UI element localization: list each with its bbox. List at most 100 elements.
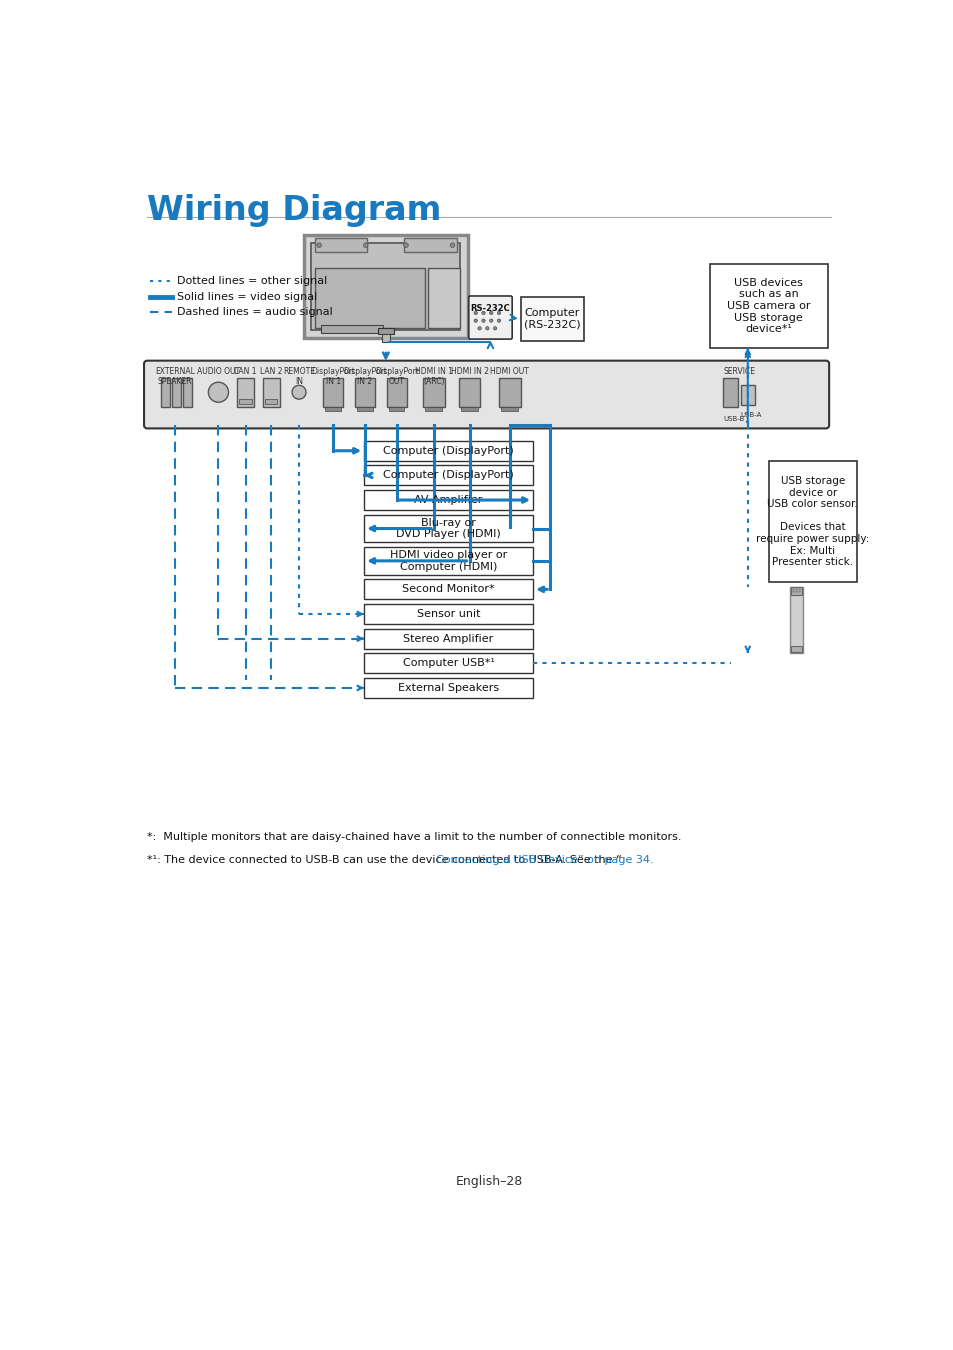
Circle shape (485, 327, 489, 329)
Bar (262, 378, 279, 406)
Circle shape (481, 319, 485, 323)
Text: HDMI OUT: HDMI OUT (490, 367, 529, 375)
Bar (460, 406, 477, 410)
FancyBboxPatch shape (364, 466, 533, 486)
Bar (183, 378, 192, 406)
FancyBboxPatch shape (768, 460, 856, 582)
Text: Computer
(RS-232C): Computer (RS-232C) (523, 308, 580, 329)
Circle shape (489, 312, 493, 315)
Bar (386, 378, 406, 406)
Text: LAN 2: LAN 2 (259, 367, 282, 375)
Bar (320, 325, 382, 333)
Text: USB-B: USB-B (722, 416, 743, 423)
FancyBboxPatch shape (468, 296, 512, 339)
Text: SERVICE: SERVICE (722, 367, 755, 375)
Bar (161, 378, 171, 406)
Bar (325, 406, 340, 410)
Bar (740, 385, 754, 405)
Text: EXTERNAL
SPEAKER: EXTERNAL SPEAKER (155, 367, 194, 386)
Bar (389, 406, 404, 410)
Text: External Speakers: External Speakers (397, 683, 498, 693)
FancyBboxPatch shape (364, 603, 533, 624)
Text: DisplayPort
OUT: DisplayPort OUT (375, 367, 418, 386)
Text: USB devices
such as an
USB camera or
USB storage
device*¹: USB devices such as an USB camera or USB… (726, 278, 810, 335)
Bar (236, 378, 253, 406)
FancyBboxPatch shape (364, 629, 533, 648)
Bar (377, 328, 394, 335)
Bar (500, 406, 517, 410)
Circle shape (798, 589, 800, 590)
Text: REMOTE
IN: REMOTE IN (283, 367, 314, 386)
Text: AUDIO OUT: AUDIO OUT (196, 367, 240, 375)
Circle shape (489, 319, 493, 323)
Circle shape (403, 243, 408, 247)
FancyBboxPatch shape (303, 235, 468, 338)
FancyBboxPatch shape (364, 440, 533, 460)
Bar (314, 238, 367, 252)
Bar (427, 269, 459, 328)
Circle shape (450, 243, 455, 247)
Circle shape (497, 312, 500, 315)
Circle shape (316, 243, 321, 247)
Bar (311, 243, 459, 329)
FancyBboxPatch shape (364, 579, 533, 599)
Circle shape (292, 385, 306, 400)
FancyBboxPatch shape (364, 678, 533, 698)
FancyBboxPatch shape (364, 514, 533, 543)
Circle shape (795, 589, 797, 590)
Circle shape (792, 589, 794, 590)
FancyBboxPatch shape (709, 265, 827, 347)
Text: Blu-ray or
DVD Player (HDMI): Blu-ray or DVD Player (HDMI) (395, 517, 500, 539)
Text: LAN 1: LAN 1 (234, 367, 256, 375)
Text: HDMI IN 1
(ARC): HDMI IN 1 (ARC) (415, 367, 453, 386)
Bar (425, 406, 442, 410)
FancyBboxPatch shape (364, 490, 533, 510)
Text: Dotted lines = other signal: Dotted lines = other signal (176, 277, 327, 286)
Text: HDMI IN 2: HDMI IN 2 (450, 367, 488, 375)
Text: *:  Multiple monitors that are daisy-chained have a limit to the number of conne: *: Multiple monitors that are daisy-chai… (147, 832, 681, 842)
Circle shape (481, 312, 485, 315)
Circle shape (474, 312, 476, 315)
Bar (722, 378, 738, 406)
Circle shape (363, 243, 368, 247)
Text: DisplayPort
IN 2: DisplayPort IN 2 (343, 367, 387, 386)
Circle shape (477, 327, 481, 329)
Text: USB storage
device or
USB color sensor.

Devices that
require power supply:
Ex: : USB storage device or USB color sensor. … (756, 477, 868, 567)
Circle shape (493, 327, 497, 329)
Text: USB-A: USB-A (740, 412, 761, 418)
Text: Solid lines = video signal: Solid lines = video signal (176, 292, 316, 302)
FancyBboxPatch shape (364, 547, 533, 575)
Bar (323, 378, 343, 406)
Bar (356, 406, 373, 410)
Text: Second Monitor*: Second Monitor* (402, 585, 495, 594)
Text: Stereo Amplifier: Stereo Amplifier (403, 633, 494, 644)
Text: DisplayPort
IN 1: DisplayPort IN 1 (311, 367, 355, 386)
Circle shape (474, 319, 476, 323)
Bar (172, 378, 181, 406)
Text: Computer (DisplayPort): Computer (DisplayPort) (383, 470, 514, 481)
Bar (265, 400, 277, 404)
Bar (404, 238, 456, 252)
Text: English–28: English–28 (455, 1174, 522, 1188)
FancyBboxPatch shape (520, 297, 583, 342)
Text: RS-232C: RS-232C (470, 304, 510, 313)
Bar (790, 587, 801, 595)
Text: HDMI video player or
Computer (HDMI): HDMI video player or Computer (HDMI) (390, 549, 507, 571)
Text: Dashed lines = audio signal: Dashed lines = audio signal (176, 308, 332, 317)
Bar (355, 378, 375, 406)
Circle shape (208, 382, 229, 402)
Text: Sensor unit: Sensor unit (416, 609, 480, 620)
Circle shape (792, 590, 794, 593)
Bar (239, 400, 252, 404)
Bar (498, 378, 520, 406)
Circle shape (795, 590, 797, 593)
Text: Wiring Diagram: Wiring Diagram (147, 194, 441, 227)
FancyBboxPatch shape (144, 360, 828, 428)
Bar (422, 378, 444, 406)
Text: AV Amplifier: AV Amplifier (414, 495, 482, 505)
Bar (314, 269, 424, 328)
Bar (458, 378, 480, 406)
Text: Computer USB*¹: Computer USB*¹ (402, 659, 494, 668)
Bar (790, 645, 801, 652)
Circle shape (798, 590, 800, 593)
